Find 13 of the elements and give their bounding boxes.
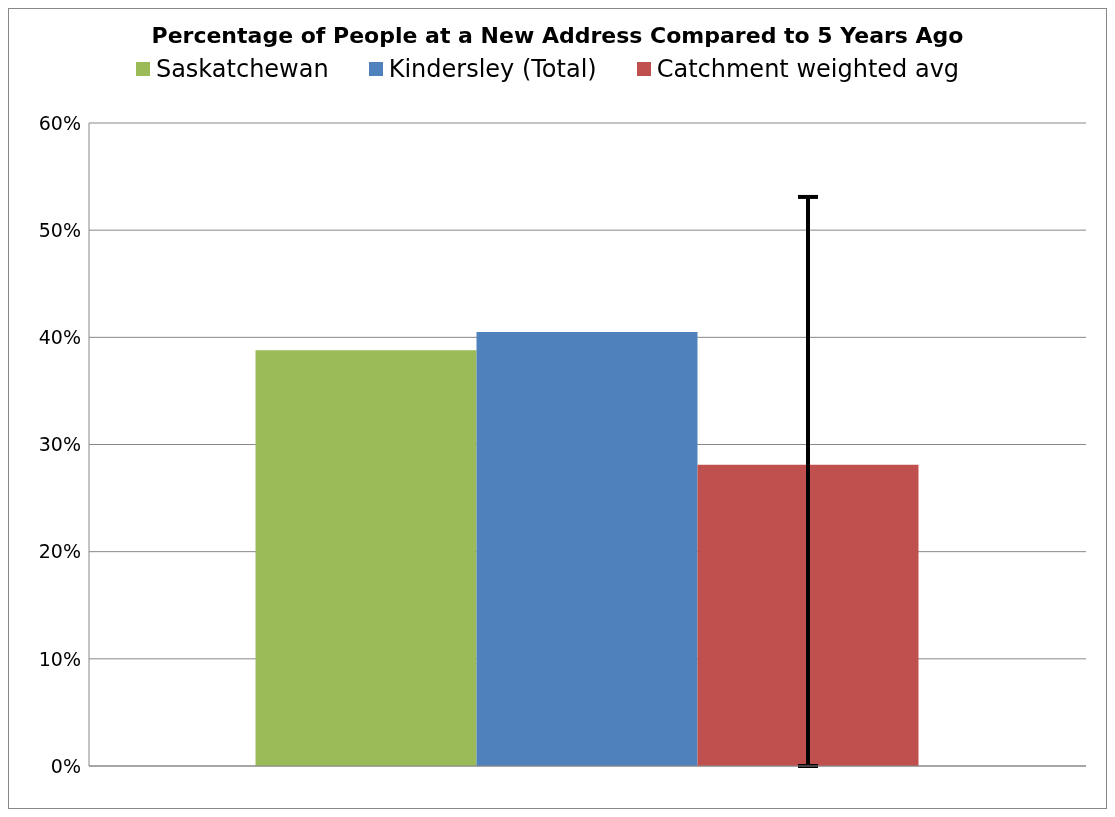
y-tick-label: 0% [50,754,81,777]
y-tick-label: 10% [38,647,81,670]
y-tick-label: 40% [38,326,81,349]
legend-label: Catchment weighted avg [656,55,960,83]
y-tick-label: 30% [38,433,81,456]
legend-label: Kindersley (Total) [388,55,597,83]
bar [255,350,477,766]
y-tick-label: 20% [38,540,81,563]
chart-title: Percentage of People at a New Address Compared to 5 Years Ago [150,22,965,50]
y-tick-label: 60% [38,111,81,134]
bar [476,331,698,766]
y-tick-label: 50% [38,218,81,241]
legend-label: Saskatchewan [155,55,329,83]
